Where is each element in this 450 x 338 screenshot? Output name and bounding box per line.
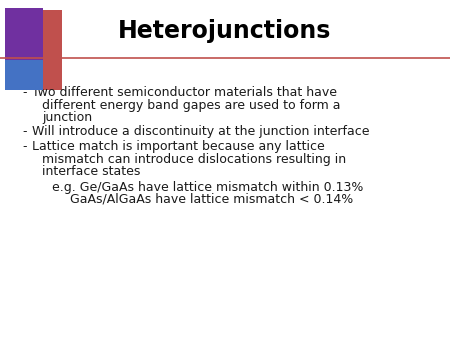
Text: Two different semiconductor materials that have: Two different semiconductor materials th… [32,86,337,99]
Text: Lattice match is important because any lattice: Lattice match is important because any l… [32,140,325,153]
Text: junction: junction [42,111,92,124]
Text: interface states: interface states [42,165,140,178]
Bar [5,8,43,60]
Text: Heterojunctions: Heterojunctions [118,19,332,43]
Text: different energy band gapes are used to form a: different energy band gapes are used to … [42,98,341,112]
Text: -: - [22,86,27,99]
Bar [30,68,62,90]
Text: -: - [22,140,27,153]
Text: -: - [22,125,27,139]
Bar [30,10,62,70]
Text: Will introduce a discontinuity at the junction interface: Will introduce a discontinuity at the ju… [32,125,369,139]
Text: GaAs/AlGaAs have lattice mismatch < 0.14%: GaAs/AlGaAs have lattice mismatch < 0.14… [70,193,353,206]
Text: e.g. Ge/GaAs have lattice mismatch within 0.13%: e.g. Ge/GaAs have lattice mismatch withi… [52,180,364,193]
Bar [5,54,43,90]
Text: mismatch can introduce dislocations resulting in: mismatch can introduce dislocations resu… [42,152,346,166]
